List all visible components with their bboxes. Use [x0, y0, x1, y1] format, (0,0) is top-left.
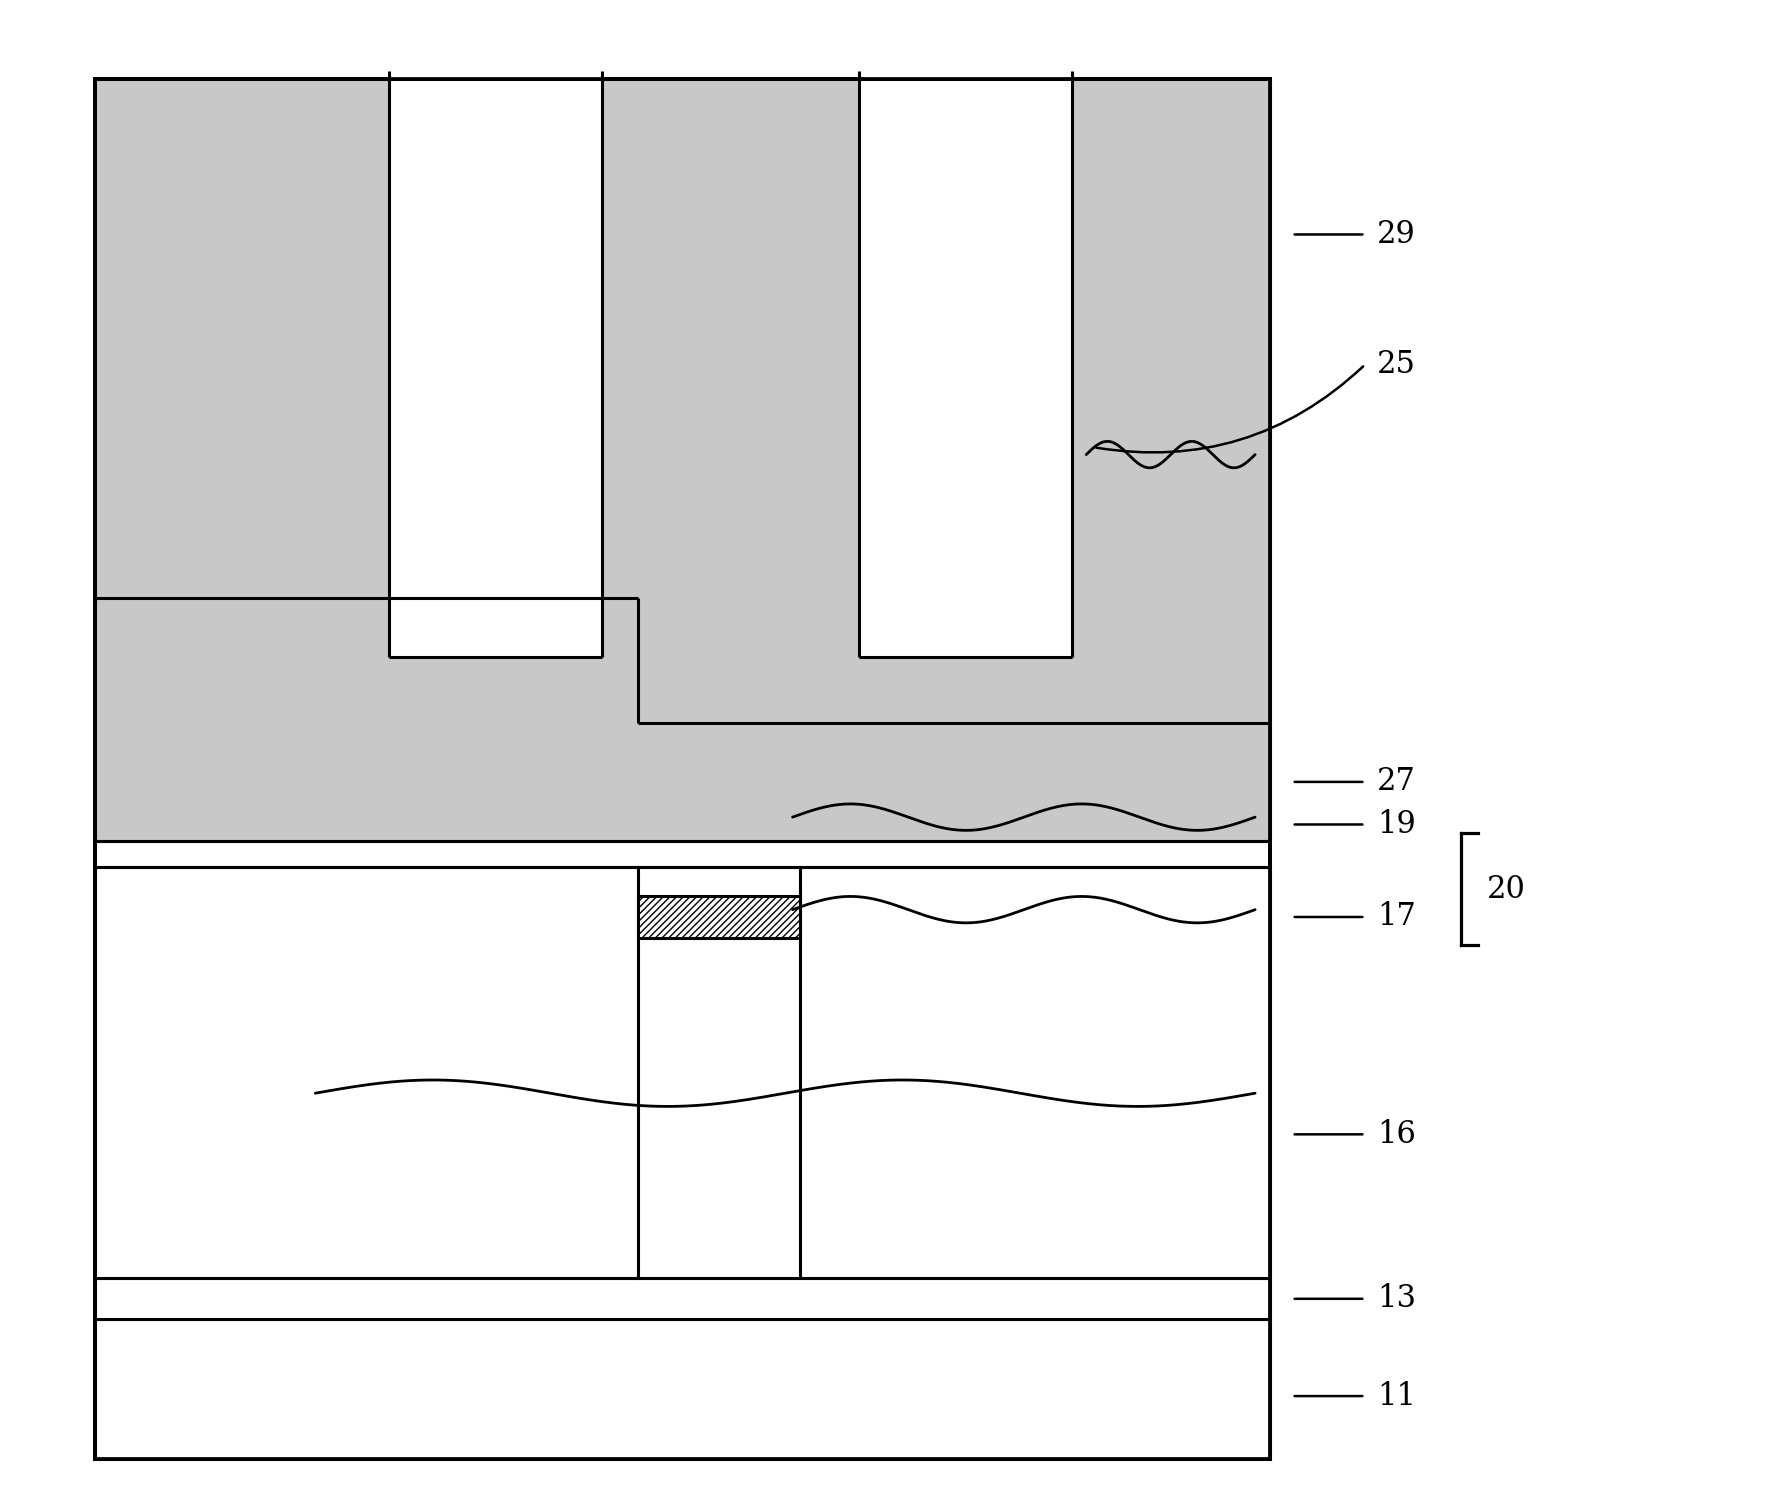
Bar [96, 1279, 1270, 1320]
Bar [638, 896, 799, 938]
Text: 27: 27 [1376, 766, 1415, 798]
Text: 29: 29 [1376, 219, 1415, 250]
Bar [96, 599, 638, 724]
Bar [96, 78, 1270, 1458]
Bar [638, 867, 799, 1279]
Text: 13: 13 [1376, 1283, 1415, 1315]
Bar [96, 78, 1270, 1458]
Text: 20: 20 [1487, 873, 1526, 905]
Text: 19: 19 [1376, 808, 1415, 840]
Bar [858, 71, 1071, 657]
Bar [96, 78, 1270, 599]
Text: 16: 16 [1376, 1119, 1415, 1149]
Text: 17: 17 [1376, 902, 1415, 932]
Bar [389, 71, 602, 657]
Bar [96, 1320, 1270, 1458]
Bar [799, 867, 1270, 1279]
Bar [638, 599, 1270, 724]
Bar [96, 724, 1270, 840]
Bar [96, 867, 638, 1279]
Text: 25: 25 [1376, 348, 1415, 380]
Text: 11: 11 [1376, 1380, 1415, 1411]
